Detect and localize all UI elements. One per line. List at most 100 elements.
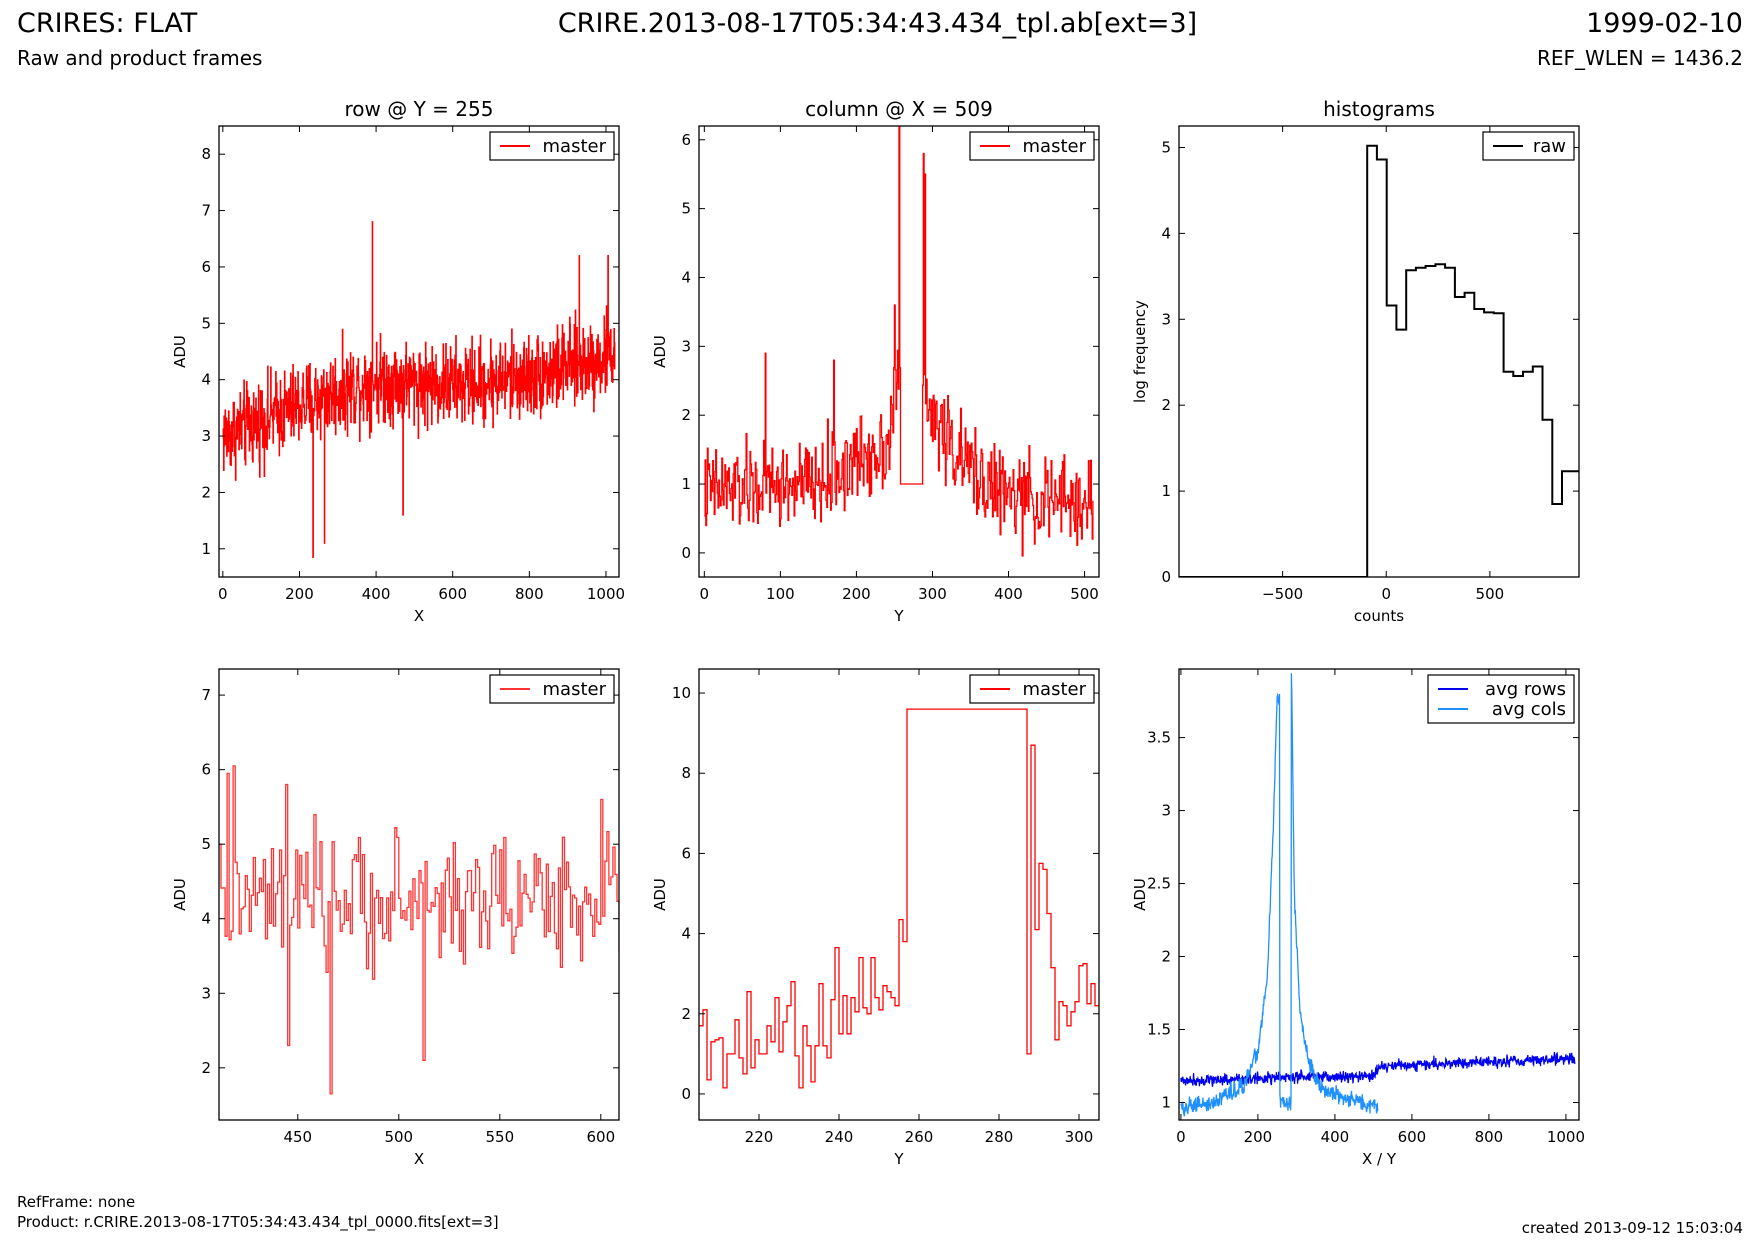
x-tick-label: 400 xyxy=(1321,1128,1350,1146)
y-tick-label: 5 xyxy=(1161,138,1171,156)
footer-ref-frame: RefFrame: none xyxy=(17,1193,136,1211)
x-axis-label: X / Y xyxy=(1362,1150,1397,1168)
y-tick-label: 4 xyxy=(201,371,211,389)
legend: master xyxy=(489,674,615,704)
series-line-master xyxy=(704,126,1094,557)
x-axis-label: Y xyxy=(893,607,904,625)
y-tick-label: 5 xyxy=(201,835,211,853)
x-tick-label: 260 xyxy=(905,1128,934,1146)
observation-date: 1999-02-10 xyxy=(1586,8,1743,39)
y-axis-label: log frequency xyxy=(1131,300,1149,403)
x-axis-label: counts xyxy=(1354,607,1404,625)
series-line-master xyxy=(699,708,1099,1089)
ref-wlen: REF_WLEN = 1436.2 xyxy=(1536,46,1743,70)
x-tick-label: 400 xyxy=(362,585,391,603)
y-tick-label: 4 xyxy=(201,910,211,928)
y-tick-label: 8 xyxy=(681,764,691,782)
x-tick-label: 600 xyxy=(586,1128,615,1146)
y-tick-label: 7 xyxy=(201,202,211,220)
series-line-master xyxy=(222,221,616,558)
plot-frame xyxy=(698,125,1100,578)
chart-title: histograms xyxy=(1323,97,1435,121)
y-tick-label: 1 xyxy=(1161,482,1171,500)
x-tick-label: 800 xyxy=(515,585,544,603)
y-tick-label: 2 xyxy=(681,406,691,424)
y-tick-label: 2 xyxy=(201,483,211,501)
plot-frame xyxy=(1178,668,1580,1121)
legend-label: master xyxy=(543,679,607,700)
y-axis-label: ADU xyxy=(651,335,669,368)
y-tick-label: 3.5 xyxy=(1147,729,1171,747)
x-tick-label: 600 xyxy=(438,585,467,603)
x-tick-label: 280 xyxy=(985,1128,1014,1146)
plot-frame xyxy=(218,125,620,578)
y-tick-label: 3 xyxy=(201,427,211,445)
x-tick-label: 0 xyxy=(1176,1128,1186,1146)
y-tick-label: 1 xyxy=(681,475,691,493)
x-tick-label: 450 xyxy=(283,1128,312,1146)
x-axis-label: X xyxy=(414,1150,424,1168)
x-tick-label: 500 xyxy=(1476,585,1505,603)
y-tick-label: 2 xyxy=(1161,396,1171,414)
plot-frame xyxy=(218,668,620,1121)
x-tick-label: 550 xyxy=(485,1128,514,1146)
y-axis-label: ADU xyxy=(171,335,189,368)
y-tick-label: 3 xyxy=(201,984,211,1002)
x-tick-label: 0 xyxy=(218,585,228,603)
x-tick-label: 500 xyxy=(384,1128,413,1146)
legend: master xyxy=(969,674,1095,704)
y-tick-label: 8 xyxy=(201,145,211,163)
report-title: CRIRES: FLAT xyxy=(17,8,198,39)
chart-panel-4: 450 500 550 600 2 3 4 5 6 7 X ADU master xyxy=(171,668,620,1168)
series-line-avg-cols xyxy=(1180,673,1379,1117)
plot-frame xyxy=(698,668,1100,1121)
y-tick-label: 4 xyxy=(1161,224,1171,242)
y-tick-label: 6 xyxy=(681,844,691,862)
y-tick-label: 0 xyxy=(681,1085,691,1103)
x-tick-label: 1000 xyxy=(1547,1128,1585,1146)
x-tick-label: 300 xyxy=(918,585,947,603)
y-tick-label: 3 xyxy=(1161,802,1171,820)
legend: master xyxy=(489,131,615,161)
y-tick-label: 2 xyxy=(1161,948,1171,966)
x-tick-label: 220 xyxy=(745,1128,774,1146)
x-tick-label: 500 xyxy=(1070,585,1099,603)
x-tick-label: −500 xyxy=(1262,585,1303,603)
y-tick-label: 6 xyxy=(201,258,211,276)
x-tick-label: 200 xyxy=(285,585,314,603)
y-tick-label: 7 xyxy=(201,686,211,704)
y-tick-label: 5 xyxy=(201,314,211,332)
legend-label: master xyxy=(1023,136,1087,157)
footer-created: created 2013-09-12 15:03:04 xyxy=(1521,1219,1743,1237)
y-tick-label: 4 xyxy=(681,268,691,286)
chart-panel-3: −500 0 500 0 1 2 3 4 5 histograms counts log freque… xyxy=(1131,97,1580,625)
legend-label: avg rows xyxy=(1485,679,1566,700)
file-name: CRIRE.2013-08-17T05:34:43.434_tpl.ab[ext… xyxy=(557,8,1198,39)
legend-label: avg cols xyxy=(1492,699,1566,720)
legend-label: raw xyxy=(1533,136,1566,157)
x-tick-label: 200 xyxy=(1244,1128,1273,1146)
y-tick-label: 1.5 xyxy=(1147,1021,1171,1039)
y-tick-label: 4 xyxy=(681,925,691,943)
chart-panel-2: 0 100 200 300 400 500 0 1 2 3 4 5 6 column @ X = 509 Y… xyxy=(651,97,1100,625)
y-axis-label: ADU xyxy=(651,878,669,911)
x-tick-label: 600 xyxy=(1398,1128,1427,1146)
legend-label: master xyxy=(543,136,607,157)
legend-label: master xyxy=(1023,679,1087,700)
report-subtitle: Raw and product frames xyxy=(17,46,263,70)
y-tick-label: 0 xyxy=(1161,568,1171,586)
footer-product: Product: r.CRIRE.2013-08-17T05:34:43.434… xyxy=(17,1213,499,1231)
series-line-raw xyxy=(1179,144,1579,577)
x-tick-label: 100 xyxy=(766,585,795,603)
chart-title: row @ Y = 255 xyxy=(345,97,494,121)
x-tick-label: 200 xyxy=(842,585,871,603)
series-line-master xyxy=(219,765,619,1095)
x-axis-label: Y xyxy=(893,1150,904,1168)
y-tick-label: 10 xyxy=(672,684,691,702)
y-tick-label: 2 xyxy=(201,1059,211,1077)
y-axis-label: ADU xyxy=(1131,878,1149,911)
x-tick-label: 800 xyxy=(1475,1128,1504,1146)
y-tick-label: 6 xyxy=(681,131,691,149)
